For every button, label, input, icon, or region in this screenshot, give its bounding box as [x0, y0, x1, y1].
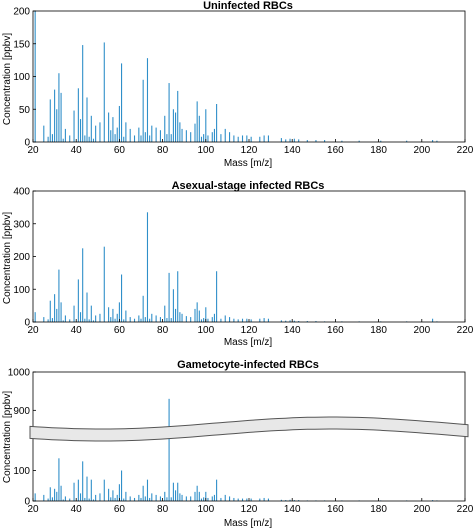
- x-tick-label: 40: [71, 145, 83, 156]
- x-tick-label: 160: [327, 145, 344, 156]
- x-tick-label: 160: [327, 325, 344, 336]
- x-tick-label: 20: [27, 325, 39, 336]
- y-axis-label: Concentration [ppbv]: [2, 33, 13, 126]
- y-tick-label: 100: [13, 285, 30, 296]
- x-tick-label: 40: [71, 504, 83, 515]
- bars: [34, 11, 438, 142]
- chart-asexual-stage: Asexual-stage infected RBCs Concentratio…: [2, 180, 474, 348]
- chart-title: Uninfected RBCs: [203, 0, 293, 12]
- x-axis-label: Mass [m/z]: [224, 158, 273, 169]
- ticks: 20 40 60 80 100 120 140 160 180 200 220 0 100 900 1000: [8, 368, 474, 516]
- x-axis-label: Mass [m/z]: [224, 518, 273, 529]
- y-tick-label: 100: [13, 466, 30, 477]
- x-tick-label: 140: [284, 325, 301, 336]
- x-tick-label: 40: [71, 325, 83, 336]
- y-tick-label: 100: [13, 72, 30, 83]
- x-tick-label: 200: [413, 325, 430, 336]
- y-tick-label: 1000: [8, 368, 31, 379]
- y-tick-label: 900: [13, 406, 30, 417]
- bars: [34, 398, 438, 501]
- axis-break-band: [29, 416, 469, 442]
- chart-title: Gametocyte-infected RBCs: [177, 359, 319, 371]
- y-tick-label: 0: [24, 497, 30, 508]
- y-tick-label: 50: [19, 105, 31, 116]
- x-tick-label: 220: [457, 504, 474, 515]
- y-tick-label: 400: [13, 187, 30, 198]
- ticks: 20 40 60 80 100 120 140 160 180 200 220 0 50 100 150 20…: [13, 7, 473, 157]
- x-tick-label: 140: [284, 145, 301, 156]
- x-tick-label: 60: [114, 145, 126, 156]
- x-tick-label: 220: [457, 145, 474, 156]
- x-tick-label: 80: [157, 145, 169, 156]
- ticks: 20 40 60 80 100 120 140 160 180 200 220 0 100 200 300 4…: [13, 187, 473, 337]
- y-tick-label: 200: [13, 252, 30, 263]
- plot-frame: [32, 190, 466, 323]
- x-tick-label: 160: [327, 504, 344, 515]
- chart-uninfected: Uninfected RBCs Concentration [ppbv] Mas…: [2, 0, 474, 169]
- x-tick-label: 100: [197, 504, 214, 515]
- chart-gametocyte: Gametocyte-infected RBCs Concentration […: [2, 359, 474, 529]
- y-tick-label: 0: [24, 318, 30, 329]
- x-axis-label: Mass [m/z]: [224, 337, 273, 348]
- x-tick-label: 180: [370, 145, 387, 156]
- x-tick-label: 120: [241, 325, 258, 336]
- x-tick-label: 80: [157, 504, 169, 515]
- x-tick-label: 180: [370, 504, 387, 515]
- x-tick-label: 200: [413, 504, 430, 515]
- x-tick-label: 120: [241, 145, 258, 156]
- x-tick-label: 200: [413, 145, 430, 156]
- y-tick-label: 150: [13, 39, 30, 50]
- x-tick-label: 120: [241, 504, 258, 515]
- y-axis-label: Concentration [ppbv]: [2, 391, 13, 484]
- y-axis-label: Concentration [ppbv]: [2, 212, 13, 305]
- bars: [34, 212, 438, 322]
- y-tick-label: 200: [13, 7, 30, 18]
- x-tick-label: 80: [157, 325, 169, 336]
- x-tick-label: 100: [197, 145, 214, 156]
- x-tick-label: 100: [197, 325, 214, 336]
- x-tick-label: 20: [27, 145, 39, 156]
- x-tick-label: 60: [114, 504, 126, 515]
- x-tick-label: 60: [114, 325, 126, 336]
- y-tick-label: 300: [13, 219, 30, 230]
- plot-frame: [32, 10, 466, 143]
- chart-title: Asexual-stage infected RBCs: [172, 180, 325, 192]
- x-tick-label: 220: [457, 325, 474, 336]
- y-tick-label: 0: [24, 138, 30, 149]
- x-tick-label: 20: [27, 504, 39, 515]
- x-tick-label: 140: [284, 504, 301, 515]
- x-tick-label: 180: [370, 325, 387, 336]
